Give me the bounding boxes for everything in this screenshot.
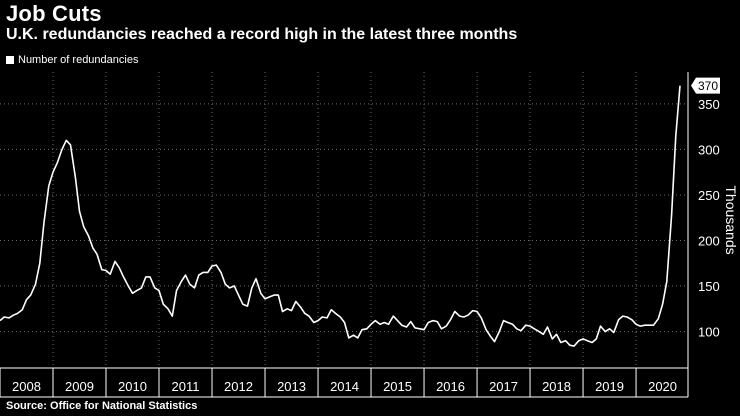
x-tick-label: 2017 [489,379,518,394]
x-tick-label: 2012 [224,379,253,394]
x-tick-label: 2014 [330,379,359,394]
legend-label: Number of redundancies [18,54,139,66]
x-tick-label: 2013 [277,379,306,394]
latest-value-label: 370 [698,79,718,93]
x-tick-label: 2008 [12,379,41,394]
x-tick-label: 2019 [595,379,624,394]
x-tick-label: 2015 [383,379,412,394]
x-tick-label: 2018 [542,379,571,394]
y-tick-label: 300 [698,142,720,157]
label-layer: 100 150 200 250 300 350 2008 2009 2010 2011 2012 20… [12,77,739,394]
x-tick-label: 2011 [172,379,200,394]
y-tick-label: 200 [698,233,720,248]
x-tick-label: 2016 [436,379,465,394]
y-tick-label: 100 [698,325,720,340]
y-axis-label: Thousands [723,185,739,254]
legend: Number of redundancies [6,54,138,66]
series-line [0,85,681,347]
x-tick-label: 2020 [648,379,677,394]
x-tick-label: 2010 [118,379,147,394]
y-tick-label: 350 [698,97,720,112]
latest-value-callout [691,77,720,94]
chart-title: Job Cuts [6,1,102,26]
x-tick-label: 2009 [65,379,94,394]
axis-layer [0,72,689,398]
grid-layer [0,72,688,368]
chart-subtitle: U.K. redundancies reached a record high … [6,26,518,43]
source-note: Source: Office for National Statistics [6,400,198,412]
y-tick-label: 250 [698,188,720,203]
legend-swatch [6,56,14,64]
series-layer [0,85,681,347]
y-tick-label: 150 [698,279,720,294]
